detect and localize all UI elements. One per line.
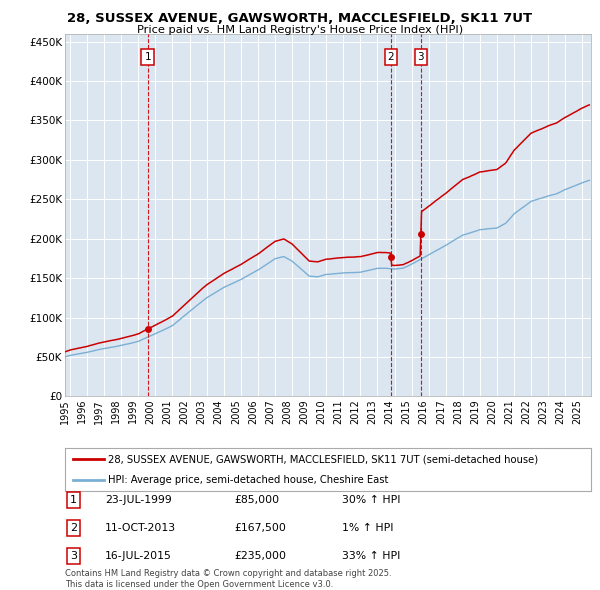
Text: 2: 2 bbox=[70, 523, 77, 533]
Text: 2006: 2006 bbox=[248, 399, 258, 424]
Text: 11-OCT-2013: 11-OCT-2013 bbox=[105, 523, 176, 533]
Text: 2023: 2023 bbox=[538, 399, 548, 424]
Text: 2012: 2012 bbox=[350, 399, 361, 424]
Text: £85,000: £85,000 bbox=[234, 495, 279, 504]
Text: 1: 1 bbox=[70, 495, 77, 504]
Text: 33% ↑ HPI: 33% ↑ HPI bbox=[342, 552, 400, 561]
Text: 2017: 2017 bbox=[436, 399, 446, 424]
Text: 2019: 2019 bbox=[470, 399, 480, 424]
Text: Price paid vs. HM Land Registry's House Price Index (HPI): Price paid vs. HM Land Registry's House … bbox=[137, 25, 463, 35]
Text: 2002: 2002 bbox=[179, 399, 190, 424]
Text: HPI: Average price, semi-detached house, Cheshire East: HPI: Average price, semi-detached house,… bbox=[109, 476, 389, 485]
Text: 30% ↑ HPI: 30% ↑ HPI bbox=[342, 495, 401, 504]
Text: 2013: 2013 bbox=[367, 399, 377, 424]
Text: 1995: 1995 bbox=[60, 399, 70, 424]
Text: Contains HM Land Registry data © Crown copyright and database right 2025.
This d: Contains HM Land Registry data © Crown c… bbox=[65, 569, 391, 589]
Text: 2005: 2005 bbox=[231, 399, 241, 424]
Text: 16-JUL-2015: 16-JUL-2015 bbox=[105, 552, 172, 561]
Text: 2022: 2022 bbox=[521, 399, 531, 424]
Text: 2000: 2000 bbox=[145, 399, 155, 424]
Text: 2009: 2009 bbox=[299, 399, 309, 424]
Text: 2018: 2018 bbox=[453, 399, 463, 424]
Text: 1998: 1998 bbox=[111, 399, 121, 424]
Text: 2003: 2003 bbox=[197, 399, 206, 424]
Text: 2024: 2024 bbox=[556, 399, 565, 424]
Text: 1997: 1997 bbox=[94, 399, 104, 424]
Text: 2004: 2004 bbox=[214, 399, 224, 424]
Text: 2021: 2021 bbox=[504, 399, 514, 424]
Text: 1% ↑ HPI: 1% ↑ HPI bbox=[342, 523, 394, 533]
Text: 2011: 2011 bbox=[333, 399, 343, 424]
Text: 1999: 1999 bbox=[128, 399, 138, 424]
Text: 2015: 2015 bbox=[401, 399, 412, 424]
Text: 28, SUSSEX AVENUE, GAWSWORTH, MACCLESFIELD, SK11 7UT (semi-detached house): 28, SUSSEX AVENUE, GAWSWORTH, MACCLESFIE… bbox=[109, 454, 539, 464]
Text: £167,500: £167,500 bbox=[234, 523, 286, 533]
Text: 2008: 2008 bbox=[282, 399, 292, 424]
Text: 2016: 2016 bbox=[419, 399, 428, 424]
Text: 23-JUL-1999: 23-JUL-1999 bbox=[105, 495, 172, 504]
Text: 3: 3 bbox=[70, 552, 77, 561]
Text: 2010: 2010 bbox=[316, 399, 326, 424]
Text: 2020: 2020 bbox=[487, 399, 497, 424]
Text: 2014: 2014 bbox=[385, 399, 395, 424]
Text: 2: 2 bbox=[388, 53, 394, 63]
Text: 3: 3 bbox=[418, 53, 424, 63]
Text: 2025: 2025 bbox=[572, 399, 583, 424]
Text: 28, SUSSEX AVENUE, GAWSWORTH, MACCLESFIELD, SK11 7UT: 28, SUSSEX AVENUE, GAWSWORTH, MACCLESFIE… bbox=[67, 12, 533, 25]
Text: £235,000: £235,000 bbox=[234, 552, 286, 561]
Text: 1: 1 bbox=[145, 53, 151, 63]
Text: 2001: 2001 bbox=[163, 399, 172, 424]
Text: 1996: 1996 bbox=[77, 399, 87, 424]
Text: 2007: 2007 bbox=[265, 399, 275, 424]
